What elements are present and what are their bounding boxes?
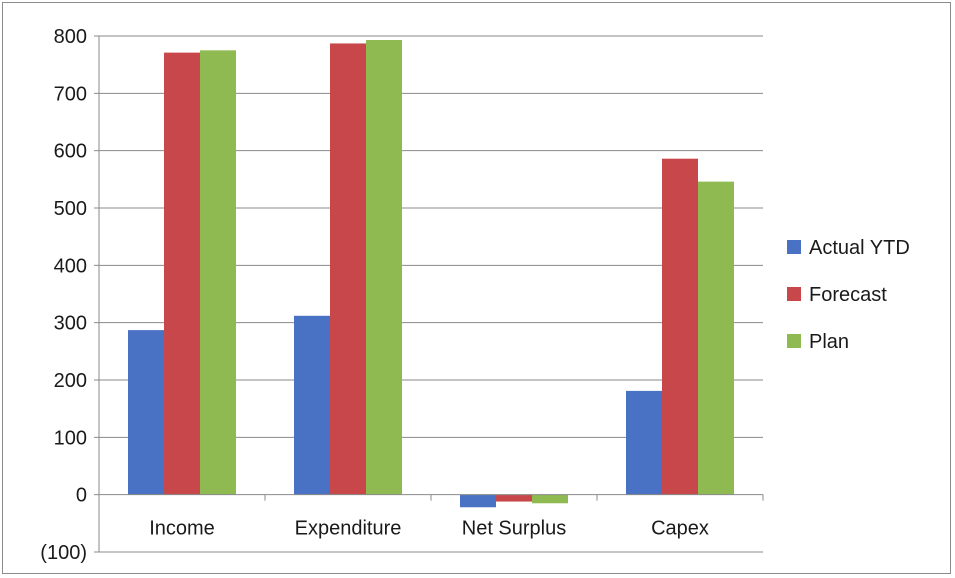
bar-forecast-net-surplus xyxy=(496,494,532,502)
x-axis-category-labels: Income Expenditure Net Surplus Capex xyxy=(149,518,709,540)
axes xyxy=(94,35,764,553)
bar-forecast-capex xyxy=(662,158,698,495)
bar-actual-ytd-income xyxy=(128,330,164,495)
y-axis-tick-labels: (100) 0 100 200 300 400 500 600 700 800 xyxy=(40,26,87,564)
bar-chart: (100) 0 100 200 300 400 500 600 700 800 Income Exp… xyxy=(40,26,910,564)
x-category-label: Income xyxy=(149,518,215,540)
legend-swatch-plan xyxy=(787,334,801,348)
y-tick-label: 100 xyxy=(54,427,87,449)
legend-label-actual-ytd: Actual YTD xyxy=(809,237,910,259)
bar-plan-capex xyxy=(698,181,734,495)
legend-swatch-forecast xyxy=(787,287,801,301)
legend-swatch-actual-ytd xyxy=(787,240,801,254)
bar-plan-income xyxy=(200,50,236,495)
x-category-label: Net Surplus xyxy=(462,518,567,540)
y-tick-label: 700 xyxy=(54,83,87,105)
y-tick-label: 300 xyxy=(54,313,87,335)
bar-forecast-expenditure xyxy=(330,43,366,495)
legend-label-forecast: Forecast xyxy=(809,284,887,306)
y-tick-label: 600 xyxy=(54,141,87,163)
legend-label-plan: Plan xyxy=(809,331,849,353)
x-category-label: Capex xyxy=(651,518,709,540)
y-tick-label: (100) xyxy=(40,542,87,564)
y-tick-label: 0 xyxy=(76,485,87,507)
legend: Actual YTD Forecast Plan xyxy=(787,237,910,353)
x-category-label: Expenditure xyxy=(295,518,402,540)
bar-forecast-income xyxy=(164,52,200,495)
bar-actual-ytd-net-surplus xyxy=(460,494,496,508)
y-tick-label: 200 xyxy=(54,370,87,392)
bar-actual-ytd-expenditure xyxy=(294,315,330,495)
y-tick-label: 400 xyxy=(54,255,87,277)
y-tick-label: 800 xyxy=(54,26,87,48)
y-tick-label: 500 xyxy=(54,198,87,220)
bars xyxy=(128,40,734,508)
bar-plan-expenditure xyxy=(366,40,402,495)
bar-plan-net-surplus xyxy=(532,494,568,504)
bar-actual-ytd-capex xyxy=(626,390,662,495)
